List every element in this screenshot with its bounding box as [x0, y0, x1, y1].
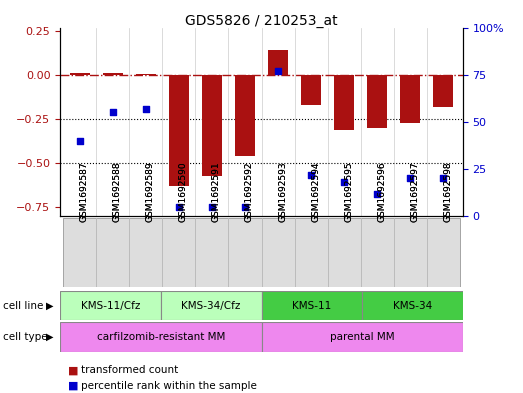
Text: GDS5826 / 210253_at: GDS5826 / 210253_at [185, 14, 338, 28]
Text: GSM1692589: GSM1692589 [146, 161, 155, 222]
Point [241, 204, 249, 210]
Text: GSM1692594: GSM1692594 [311, 161, 320, 222]
Point [142, 105, 150, 112]
Text: GSM1692588: GSM1692588 [113, 161, 122, 222]
Text: GSM1692594: GSM1692594 [311, 161, 320, 222]
Text: parental MM: parental MM [330, 332, 394, 342]
Point [439, 175, 447, 182]
Text: KMS-11/Cfz: KMS-11/Cfz [81, 301, 140, 310]
Text: GSM1692590: GSM1692590 [179, 161, 188, 222]
Bar [400, 75, 420, 123]
Bar [433, 75, 453, 107]
Text: GSM1692590: GSM1692590 [179, 161, 188, 222]
Bar [169, 75, 189, 186]
FancyBboxPatch shape [196, 218, 229, 287]
Bar [362, 291, 463, 320]
Text: GSM1692587: GSM1692587 [80, 161, 89, 222]
FancyBboxPatch shape [427, 218, 460, 287]
FancyBboxPatch shape [96, 218, 130, 287]
FancyBboxPatch shape [262, 218, 294, 287]
Text: GSM1692593: GSM1692593 [278, 161, 287, 222]
Point [76, 138, 84, 144]
Point [307, 171, 315, 178]
Point [340, 179, 348, 185]
Text: ▶: ▶ [46, 332, 53, 342]
Text: GSM1692591: GSM1692591 [212, 161, 221, 222]
FancyBboxPatch shape [229, 218, 262, 287]
Text: GSM1692597: GSM1692597 [410, 161, 419, 222]
Text: GSM1692591: GSM1692591 [212, 161, 221, 222]
FancyBboxPatch shape [294, 218, 327, 287]
Text: GSM1692596: GSM1692596 [377, 161, 386, 222]
Text: ▶: ▶ [46, 301, 53, 310]
Bar [136, 74, 156, 75]
Bar [161, 291, 262, 320]
Point [373, 190, 381, 196]
Text: KMS-11: KMS-11 [292, 301, 332, 310]
FancyBboxPatch shape [360, 218, 393, 287]
Text: KMS-34/Cfz: KMS-34/Cfz [181, 301, 241, 310]
Text: GSM1692592: GSM1692592 [245, 161, 254, 222]
Point [406, 175, 414, 182]
Text: GSM1692588: GSM1692588 [113, 161, 122, 222]
Bar [60, 291, 161, 320]
Text: GSM1692598: GSM1692598 [443, 161, 452, 222]
Bar [202, 75, 222, 176]
FancyBboxPatch shape [327, 218, 360, 287]
Point [175, 204, 183, 210]
Bar [262, 322, 463, 352]
FancyBboxPatch shape [393, 218, 427, 287]
Bar [367, 75, 387, 128]
Text: GSM1692596: GSM1692596 [377, 161, 386, 222]
Bar [334, 75, 354, 130]
Point [109, 109, 117, 116]
Text: cell line: cell line [3, 301, 43, 310]
Text: GSM1692597: GSM1692597 [410, 161, 419, 222]
Bar [60, 322, 262, 352]
FancyBboxPatch shape [63, 218, 96, 287]
FancyBboxPatch shape [163, 218, 196, 287]
Text: KMS-34: KMS-34 [393, 301, 432, 310]
Text: GSM1692592: GSM1692592 [245, 161, 254, 222]
Point [208, 204, 216, 210]
Bar [103, 73, 123, 75]
FancyBboxPatch shape [130, 218, 163, 287]
Bar [262, 291, 362, 320]
Bar [70, 73, 90, 75]
Bar [301, 75, 321, 105]
Bar [235, 75, 255, 156]
Text: percentile rank within the sample: percentile rank within the sample [81, 381, 257, 391]
Bar [268, 50, 288, 75]
Text: GSM1692589: GSM1692589 [146, 161, 155, 222]
Text: GSM1692587: GSM1692587 [80, 161, 89, 222]
Text: transformed count: transformed count [81, 365, 178, 375]
Text: GSM1692598: GSM1692598 [443, 161, 452, 222]
Text: GSM1692595: GSM1692595 [344, 161, 353, 222]
Text: GSM1692595: GSM1692595 [344, 161, 353, 222]
Text: cell type: cell type [3, 332, 47, 342]
Text: GSM1692593: GSM1692593 [278, 161, 287, 222]
Point [274, 68, 282, 74]
Text: carfilzomib-resistant MM: carfilzomib-resistant MM [97, 332, 225, 342]
Text: ■: ■ [68, 365, 78, 375]
Text: ■: ■ [68, 381, 78, 391]
